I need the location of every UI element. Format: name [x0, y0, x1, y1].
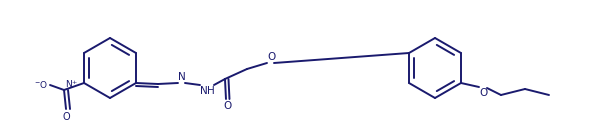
Text: O: O [479, 87, 488, 98]
Text: H: H [208, 86, 216, 96]
Text: N$^{+}$: N$^{+}$ [64, 78, 78, 89]
Text: O: O [267, 52, 276, 62]
Text: $^{-}$O: $^{-}$O [34, 78, 49, 89]
Text: N: N [178, 72, 186, 83]
Text: O: O [223, 101, 232, 111]
Text: N: N [200, 86, 208, 95]
Text: O: O [62, 112, 70, 122]
